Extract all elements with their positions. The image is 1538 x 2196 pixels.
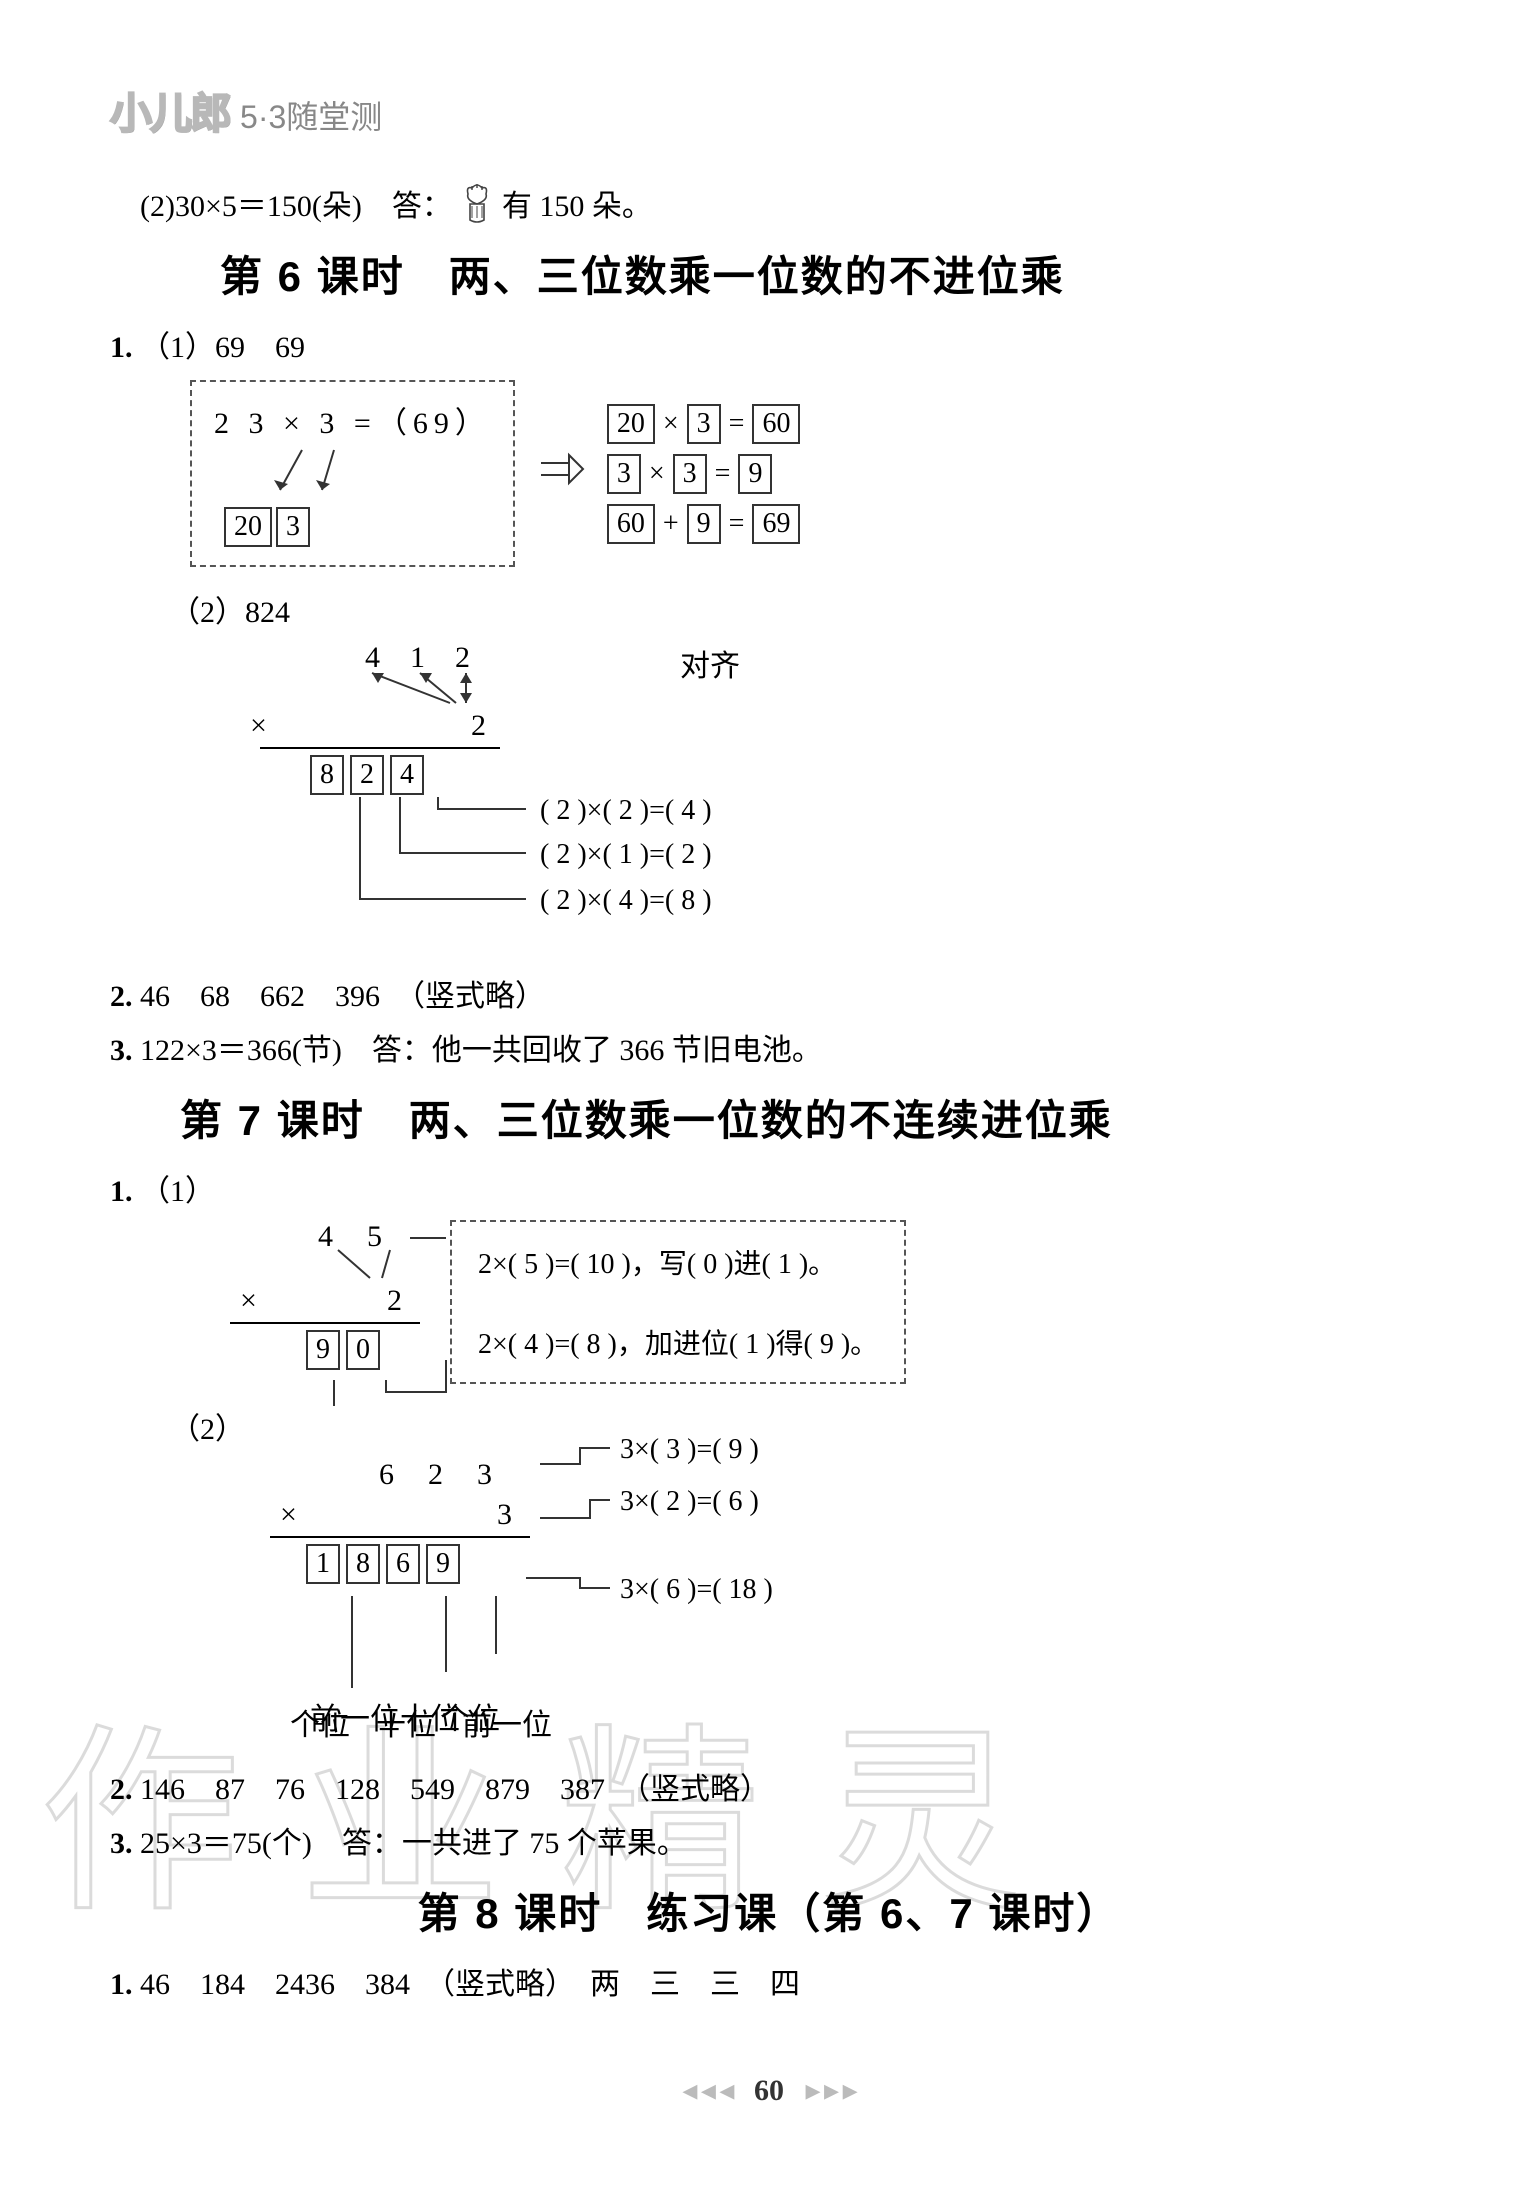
- header-subtitle: 5·3随堂测: [240, 92, 382, 138]
- eq-b: 3: [687, 404, 721, 444]
- eq-r: 69: [752, 504, 800, 544]
- logo-text: 小儿郎: [110, 80, 230, 141]
- q3-text: 122×3＝366(节) 答：他一共回收了 366 节旧电池。: [140, 1034, 822, 1067]
- eq-a: 20: [607, 404, 655, 444]
- section7-q3: 3. 25×3＝75(个) 答：一共进了 75 个苹果。: [110, 1818, 1428, 1862]
- eq-r: 60: [752, 404, 800, 444]
- eq-eq: =: [729, 408, 745, 440]
- q1-text: 46 184 2436 384 （竖式略） 两 三 三 四: [140, 1968, 800, 2001]
- footer-right-icon: ▸ ▸ ▸: [806, 2074, 856, 2107]
- eq-eq: =: [715, 458, 731, 490]
- pos-2: 前一位: [310, 1694, 400, 1738]
- d0: 4: [365, 641, 410, 674]
- section7-diagram2: 623 × 3 1 8 6 9 3×( 3 )=( 9 ) 3×(: [240, 1458, 1428, 1738]
- section6-q2: 2. 46 68 662 396 （竖式略）: [110, 971, 1428, 1015]
- q1-1: （1）: [140, 1175, 215, 1208]
- page-footer: ◂ ◂ ◂ 60 ▸ ▸ ▸: [110, 2073, 1428, 2108]
- side-eq-2: ( 2 )×( 4 )=( 8 ): [540, 885, 712, 917]
- q2-text: 146 87 76 128 549 879 387 （竖式略）: [140, 1773, 770, 1806]
- multiplier: 2: [277, 709, 510, 743]
- side-eq-0: ( 2 )×( 2 )=( 4 ): [540, 795, 712, 827]
- section7-diagram1: 45 × 2 9 0 2×( 5 )=( 10 )，写( 0: [210, 1220, 1428, 1384]
- dashed-box-right: 2×( 5 )=( 10 )，写( 0 )进( 1 )。 2×( 4 )=( 8…: [450, 1220, 906, 1384]
- q1-1-text: （1）69 69: [140, 331, 305, 364]
- eq-op: ×: [649, 458, 665, 490]
- flower-icon: [458, 182, 496, 224]
- d1: 1: [410, 641, 455, 674]
- section8-q1: 1. 46 184 2436 384 （竖式略） 两 三 三 四: [110, 1959, 1428, 2003]
- top-answer-line: (2)30×5＝150(朵) 答： 有 150 朵。: [140, 181, 1428, 225]
- eq-row-2: 60 + 9 = 69: [607, 504, 801, 544]
- section7-q1: 1. （1）: [110, 1166, 1428, 1210]
- q1-label: 1.: [110, 331, 133, 364]
- split-arrows: [252, 446, 452, 502]
- q3-text: 25×3＝75(个) 答：一共进了 75 个苹果。: [140, 1827, 687, 1860]
- side-2: 3×( 6 )=( 18 ): [620, 1574, 773, 1606]
- q2-label: 2.: [110, 980, 133, 1013]
- section8-title: 第 8 课时 练习课（第 6、7 课时）: [110, 1880, 1428, 1941]
- eq-op: ×: [663, 408, 679, 440]
- q2-text: 46 68 662 396 （竖式略）: [140, 980, 545, 1013]
- eq-top: 2 3 × 3 =（69）: [214, 398, 491, 442]
- side-0: 3×( 3 )=( 9 ): [620, 1434, 759, 1466]
- q3-label: 3.: [110, 1034, 133, 1067]
- q1-label: 1.: [110, 1968, 133, 2001]
- align-label: 对齐: [680, 641, 740, 685]
- top-suffix: 有 150 朵。: [502, 181, 652, 225]
- mul-sign: ×: [250, 709, 267, 743]
- page-header: 小儿郎 5·3随堂测: [110, 80, 1428, 141]
- eq-eq: =: [729, 508, 745, 540]
- section6-q3: 3. 122×3＝366(节) 答：他一共回收了 366 节旧电池。: [110, 1025, 1428, 1069]
- pos-1: 十位: [400, 1694, 460, 1738]
- eq-a: 60: [607, 504, 655, 544]
- footer-left-icon: ◂ ◂ ◂: [682, 2074, 732, 2107]
- q1-line: 1. （1）69 69: [110, 322, 1428, 366]
- split-box-b: 3: [276, 507, 310, 547]
- eq-a: 3: [607, 454, 641, 494]
- connector-lines-2: [240, 1428, 940, 1688]
- section6-diagram2: 412 × 2 8 2 4 对齐: [250, 641, 1428, 955]
- eq-row-0: 20 × 3 = 60: [607, 404, 801, 444]
- pos-labels: 个位 十位 前一位: [290, 1694, 1428, 1738]
- arrow-right-icon: [539, 449, 583, 499]
- split-box-a: 20: [224, 507, 272, 547]
- section6-diagram1: 2 3 × 3 =（69） 20 3 20 × 3: [190, 380, 1428, 567]
- side-eq-1: ( 2 )×( 1 )=( 2 ): [540, 839, 712, 871]
- d2: 2: [455, 641, 500, 674]
- r0: 8: [310, 755, 344, 795]
- q1-2-text: （2）824: [170, 587, 1428, 631]
- dashed-box-left: 2 3 × 3 =（69） 20 3: [190, 380, 515, 567]
- side-0: 2×( 5 )=( 10 )，写( 0 )进( 1 )。: [478, 1242, 878, 1282]
- q2-label: 2.: [110, 1773, 133, 1806]
- eq-rows: 20 × 3 = 60 3 × 3 = 9 60 + 9 = 69: [607, 404, 801, 544]
- eq-b: 3: [673, 454, 707, 494]
- q1-label: 1.: [110, 1175, 133, 1208]
- r2: 4: [390, 755, 424, 795]
- eq-op: +: [663, 508, 679, 540]
- top-prefix: (2)30×5＝150(朵) 答：: [140, 181, 452, 225]
- q3-label: 3.: [110, 1827, 133, 1860]
- r1: 2: [350, 755, 384, 795]
- page-number: 60: [754, 2074, 784, 2107]
- align-arrows: [250, 671, 510, 709]
- section7-q2: 2. 146 87 76 128 549 879 387 （竖式略）: [110, 1764, 1428, 1808]
- connector-lines: [210, 1220, 510, 1400]
- eq-r: 9: [738, 454, 772, 494]
- section7-title: 第 7 课时 两、三位数乘一位数的不连续进位乘: [180, 1087, 1428, 1148]
- eq-b: 9: [687, 504, 721, 544]
- side-1: 2×( 4 )=( 8 )，加进位( 1 )得( 9 )。: [478, 1322, 878, 1362]
- section6-title: 第 6 课时 两、三位数乘一位数的不进位乘: [220, 243, 1428, 304]
- side-1: 3×( 2 )=( 6 ): [620, 1486, 759, 1518]
- eq-row-1: 3 × 3 = 9: [607, 454, 801, 494]
